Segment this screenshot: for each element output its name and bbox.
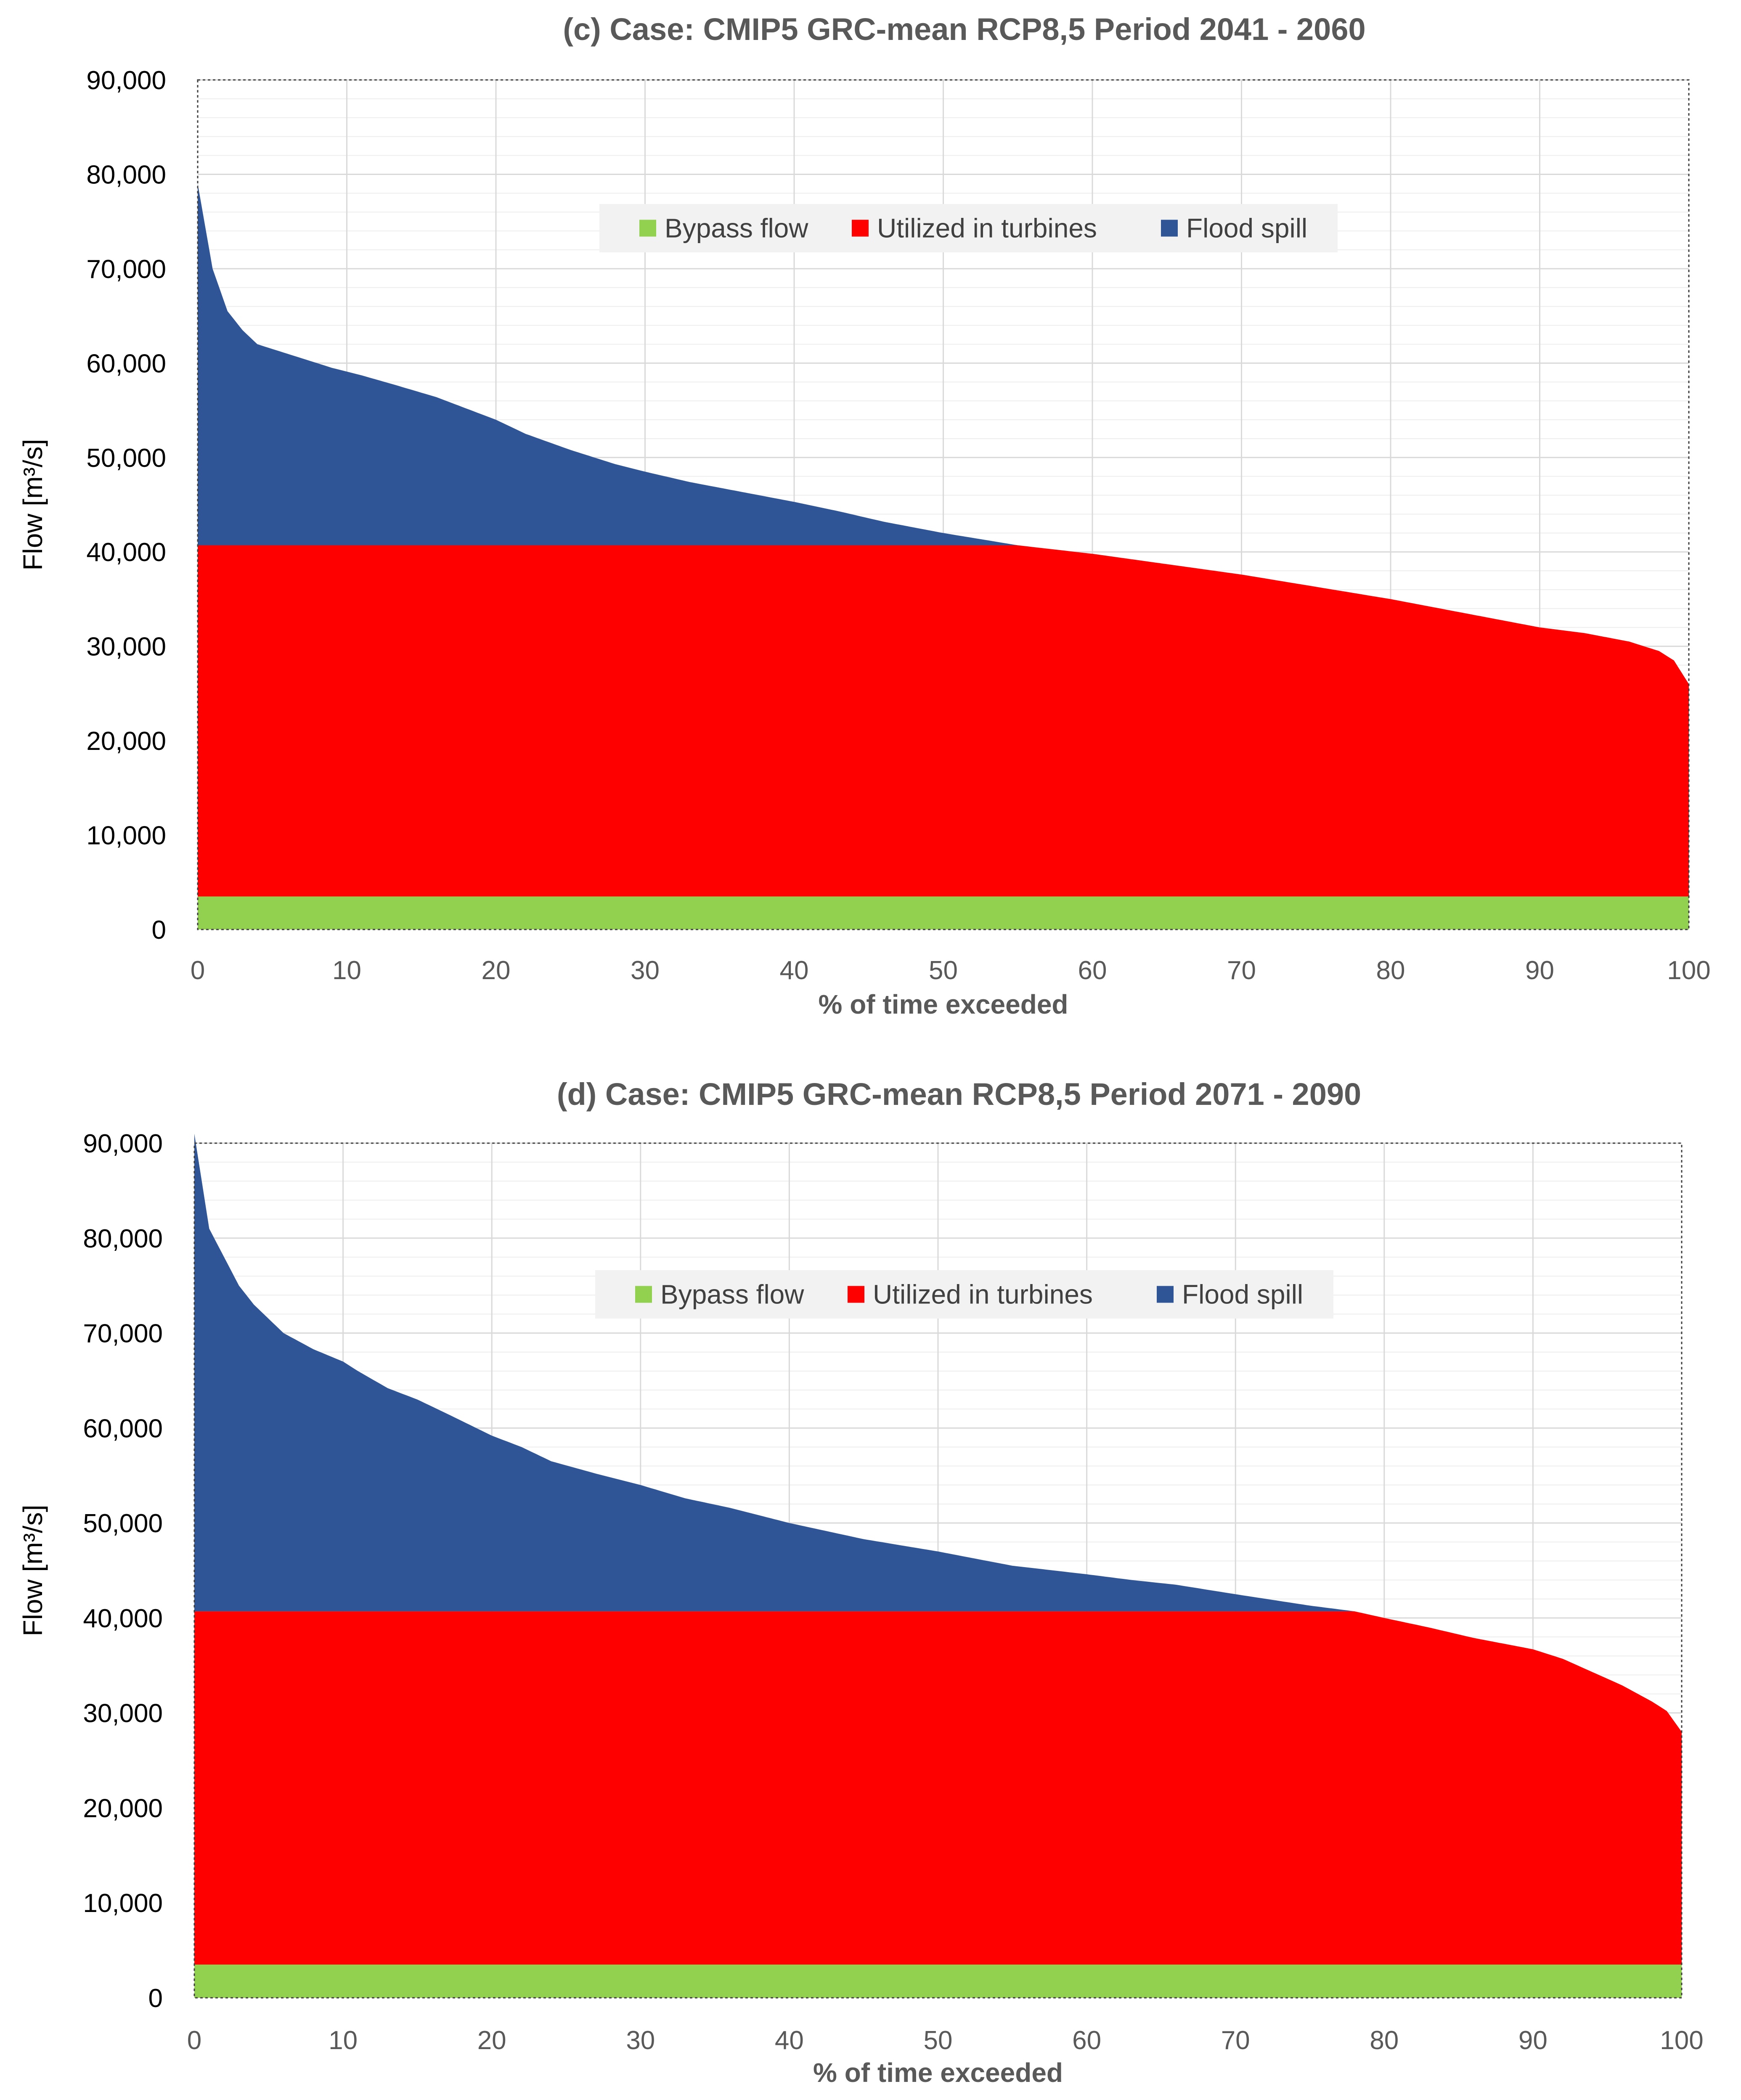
utilized-in-turbines-area: [194, 1611, 1682, 1965]
chart-panel-c: (c) Case: CMIP5 GRC-mean RCP8,5 Period 2…: [18, 12, 1711, 1020]
legend-swatch: [639, 220, 656, 237]
legend-label: Flood spill: [1182, 1279, 1303, 1310]
legend-swatch: [635, 1286, 652, 1303]
plot-frame: [193, 1142, 1683, 1999]
utilized-in-turbines-area: [198, 545, 1689, 897]
chart-panel-d: (d) Case: CMIP5 GRC-mean RCP8,5 Period 2…: [18, 1077, 1704, 2088]
legend-item: Utilized in turbines: [848, 1279, 1093, 1310]
legend-box: [595, 1270, 1333, 1319]
legend-label: Bypass flow: [665, 213, 808, 244]
x-tick-label: 30: [626, 2026, 655, 2055]
x-tick-label: 50: [924, 2026, 953, 2055]
y-tick-label: 20,000: [83, 1794, 163, 1823]
y-tick-label: 90,000: [83, 1129, 163, 1158]
legend-box: [599, 204, 1338, 252]
legend-item: Bypass flow: [639, 213, 808, 244]
flood-spill-area: [198, 183, 1689, 546]
x-tick-label: 100: [1660, 2026, 1703, 2055]
plot-frame: [197, 79, 1690, 930]
legend-swatch: [1161, 220, 1178, 237]
flood-spill-area: [194, 1133, 1682, 1612]
y-axis-title: Flow [m³/s]: [18, 1505, 48, 1637]
x-tick-labels: 0 10 20 30 40 50 60 70 80 90 100: [191, 956, 1711, 985]
x-tick-label: 0: [191, 956, 205, 985]
y-tick-label: 80,000: [86, 160, 166, 189]
x-tick-label: 10: [329, 2026, 358, 2055]
x-tick-label: 40: [780, 956, 809, 985]
legend-label: Flood spill: [1186, 213, 1307, 244]
x-tick-label: 0: [187, 2026, 201, 2055]
y-tick-label: 0: [152, 916, 166, 945]
x-tick-label: 70: [1227, 956, 1256, 985]
y-tick-label: 60,000: [83, 1414, 163, 1443]
y-tick-label: 50,000: [86, 444, 166, 473]
x-tick-label: 10: [332, 956, 361, 985]
y-tick-label: 70,000: [86, 255, 166, 284]
x-tick-label: 90: [1518, 2026, 1548, 2055]
x-tick-label: 60: [1078, 956, 1107, 985]
y-tick-label: 40,000: [86, 538, 166, 567]
chart-title: (c) Case: CMIP5 GRC-mean RCP8,5 Period 2…: [563, 12, 1365, 47]
legend-item: Flood spill: [1161, 213, 1307, 244]
y-tick-labels: 0 10,000 20,000 30,000 40,000 50,000 60,000 70,…: [86, 66, 166, 945]
legend-label: Bypass flow: [660, 1279, 804, 1310]
x-tick-label: 70: [1221, 2026, 1250, 2055]
y-axis-title: Flow [m³/s]: [18, 439, 48, 571]
legend-label: Utilized in turbines: [873, 1279, 1093, 1310]
y-tick-label: 90,000: [86, 66, 166, 95]
x-tick-label: 20: [482, 956, 511, 985]
legend-swatch: [848, 1286, 864, 1303]
legend-swatch: [852, 220, 869, 237]
x-tick-label: 90: [1525, 956, 1554, 985]
legend-item: Utilized in turbines: [852, 213, 1097, 244]
x-tick-label: 50: [929, 956, 958, 985]
y-tick-label: 50,000: [83, 1509, 163, 1538]
x-tick-label: 30: [631, 956, 660, 985]
legend: Bypass flow Utilized in turbines Flood spi…: [599, 204, 1338, 252]
y-tick-label: 60,000: [86, 349, 166, 378]
x-tick-label: 80: [1376, 956, 1405, 985]
legend: Bypass flow Utilized in turbines Flood spi…: [595, 1270, 1333, 1319]
legend-item: Bypass flow: [635, 1279, 804, 1310]
y-tick-label: 10,000: [86, 821, 166, 850]
y-tick-label: 80,000: [83, 1224, 163, 1253]
y-tick-label: 70,000: [83, 1319, 163, 1348]
y-tick-label: 30,000: [86, 633, 166, 662]
x-axis-title: % of time exceeded: [819, 989, 1068, 1020]
bypass-flow-area: [194, 1964, 1682, 1998]
chart-title: (d) Case: CMIP5 GRC-mean RCP8,5 Period 2…: [557, 1077, 1361, 1112]
y-tick-label: 0: [148, 1984, 163, 2013]
y-tick-label: 30,000: [83, 1699, 163, 1728]
y-tick-label: 20,000: [86, 727, 166, 756]
x-tick-label: 80: [1370, 2026, 1399, 2055]
y-tick-label: 10,000: [83, 1889, 163, 1918]
x-tick-label: 20: [477, 2026, 506, 2055]
y-tick-labels: 0 10,000 20,000 30,000 40,000 50,000 60,000 70,…: [83, 1129, 163, 2013]
x-tick-label: 100: [1667, 956, 1710, 985]
x-tick-label: 60: [1072, 2026, 1101, 2055]
legend-item: Flood spill: [1157, 1279, 1303, 1310]
legend-swatch: [1157, 1286, 1174, 1303]
y-tick-label: 40,000: [83, 1604, 163, 1633]
x-tick-labels: 0 10 20 30 40 50 60 70 80 90 100: [187, 2026, 1704, 2055]
bypass-flow-area: [198, 896, 1689, 930]
x-tick-label: 40: [775, 2026, 804, 2055]
x-axis-title: % of time exceeded: [813, 2058, 1063, 2088]
legend-label: Utilized in turbines: [877, 213, 1097, 244]
